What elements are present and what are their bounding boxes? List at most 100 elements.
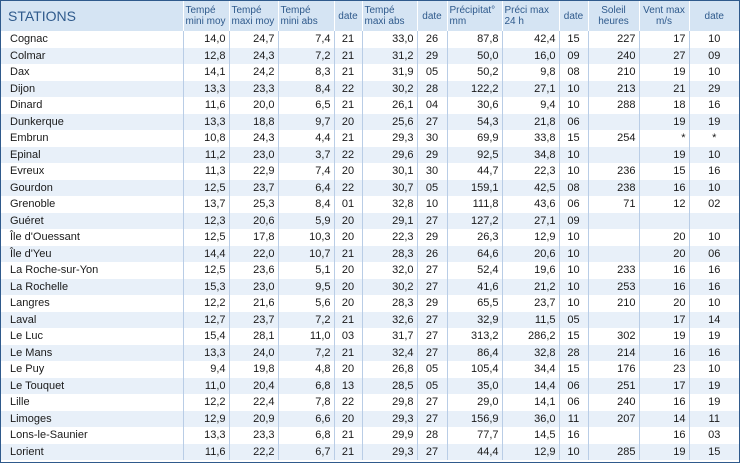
value-cell: 71: [587, 196, 639, 213]
value-cell: 26,8: [361, 361, 417, 378]
value-cell: 22,3: [501, 163, 559, 180]
value-cell: 31,2: [361, 47, 417, 64]
value-cell: 19: [638, 113, 689, 130]
value-cell: 156,9: [446, 410, 502, 427]
value-cell: 08: [558, 64, 588, 81]
value-cell: 05: [416, 361, 447, 378]
value-cell: 21: [333, 245, 362, 262]
table-row: Embrun 10,8 24,3 4,4 21 29,3 30 69,9 33,8 15 254 * *: [1, 130, 739, 147]
value-cell: 20: [333, 262, 362, 279]
value-cell: 28,3: [361, 245, 417, 262]
value-cell: 15: [558, 361, 588, 378]
value-cell: 87,8: [446, 31, 502, 48]
value-cell: 10: [558, 245, 588, 262]
value-cell: 23,7: [228, 179, 278, 196]
table-row: Guéret 12,3 20,6 5,9 20 29,1 27 127,2 27,1 09: [1, 212, 739, 229]
station-name-cell: Dijon: [1, 80, 183, 97]
station-name-cell: Epinal: [1, 146, 183, 163]
value-cell: [587, 229, 639, 246]
table-row: Dinard 11,6 20,0 6,5 21 26,1 04 30,6 9,4 10 288 18 1…: [1, 97, 739, 114]
station-name-cell: Lons-le-Saunier: [1, 427, 183, 444]
value-cell: 20: [638, 295, 689, 312]
value-cell: 20: [333, 113, 362, 130]
value-cell: 21: [333, 47, 362, 64]
value-cell: 17: [638, 311, 689, 328]
value-cell: 28: [416, 427, 447, 444]
table-row: Le Mans 13,3 24,0 7,2 21 32,4 27 86,4 32,8 28 214 1…: [1, 344, 739, 361]
value-cell: 20: [333, 212, 362, 229]
value-cell: 25,6: [361, 113, 417, 130]
value-cell: 92,5: [446, 146, 502, 163]
station-name-cell: Dax: [1, 64, 183, 81]
value-cell: 10: [688, 229, 739, 246]
table-row: Gourdon 12,5 23,7 6,4 22 30,7 05 159,1 42,5 08 238…: [1, 179, 739, 196]
value-cell: 16: [688, 163, 739, 180]
value-cell: 24,7: [228, 31, 278, 48]
value-cell: 16: [638, 179, 689, 196]
value-cell: 11,0: [277, 328, 334, 345]
table-row: Lille 12,2 22,4 7,8 22 29,8 27 29,0 14,1 06 240 16 1…: [1, 394, 739, 411]
value-cell: 04: [416, 97, 447, 114]
station-name-cell: Le Luc: [1, 328, 183, 345]
value-cell: 14,5: [501, 427, 559, 444]
value-cell: [587, 212, 639, 229]
value-cell: 28: [416, 80, 447, 97]
value-cell: 12,9: [182, 410, 229, 427]
value-cell: 29: [416, 229, 447, 246]
value-cell: 17: [638, 31, 689, 48]
column-header: Vent max m/s: [638, 1, 689, 31]
value-cell: 12,5: [182, 229, 229, 246]
value-cell: 24,0: [228, 344, 278, 361]
value-cell: 30,6: [446, 97, 502, 114]
table-row: Île d'Yeu 14,4 22,0 10,7 21 28,3 26 64,6 20,6 10 2…: [1, 245, 739, 262]
value-cell: 14,4: [182, 245, 229, 262]
value-cell: 27: [416, 410, 447, 427]
value-cell: 12,5: [182, 179, 229, 196]
station-name-cell: Evreux: [1, 163, 183, 180]
value-cell: 27,1: [501, 212, 559, 229]
value-cell: 06: [558, 377, 588, 394]
value-cell: 41,6: [446, 278, 502, 295]
value-cell: 20: [638, 245, 689, 262]
value-cell: 10: [558, 80, 588, 97]
value-cell: 21: [333, 31, 362, 48]
value-cell: 19,8: [228, 361, 278, 378]
column-header: Préci max 24 h: [501, 1, 559, 31]
table-row: Grenoble 13,7 25,3 8,4 01 32,8 10 111,8 43,6 06 71…: [1, 196, 739, 213]
value-cell: 14: [688, 311, 739, 328]
value-cell: 15,3: [182, 278, 229, 295]
value-cell: 10,3: [277, 229, 334, 246]
value-cell: 15: [558, 328, 588, 345]
value-cell: 23,3: [228, 427, 278, 444]
value-cell: 19: [688, 113, 739, 130]
value-cell: 15: [688, 443, 739, 460]
value-cell: 27: [416, 443, 447, 460]
value-cell: 176: [587, 361, 639, 378]
value-cell: 127,2: [446, 212, 502, 229]
value-cell: 6,8: [277, 377, 334, 394]
value-cell: 11: [688, 410, 739, 427]
value-cell: 22,4: [228, 394, 278, 411]
value-cell: 23,0: [228, 278, 278, 295]
value-cell: 33,0: [361, 31, 417, 48]
value-cell: 29,9: [361, 427, 417, 444]
value-cell: 19: [638, 64, 689, 81]
value-cell: 10,8: [182, 130, 229, 147]
value-cell: 21: [333, 311, 362, 328]
value-cell: 65,5: [446, 295, 502, 312]
value-cell: 10: [688, 146, 739, 163]
value-cell: 286,2: [501, 328, 559, 345]
table-row: Lorient 11,6 22,2 6,7 21 29,3 27 44,4 12,9 10 285 1…: [1, 443, 739, 460]
value-cell: 05: [416, 377, 447, 394]
value-cell: 23,6: [228, 262, 278, 279]
value-cell: 29,3: [361, 443, 417, 460]
table-row: Île d'Ouessant 12,5 17,8 10,3 20 22,3 29 26,3 12…: [1, 229, 739, 246]
value-cell: 21: [333, 97, 362, 114]
value-cell: 24,3: [228, 130, 278, 147]
value-cell: 22,0: [228, 245, 278, 262]
value-cell: 33,8: [501, 130, 559, 147]
value-cell: 16: [638, 262, 689, 279]
value-cell: 19: [638, 328, 689, 345]
value-cell: 10: [688, 179, 739, 196]
